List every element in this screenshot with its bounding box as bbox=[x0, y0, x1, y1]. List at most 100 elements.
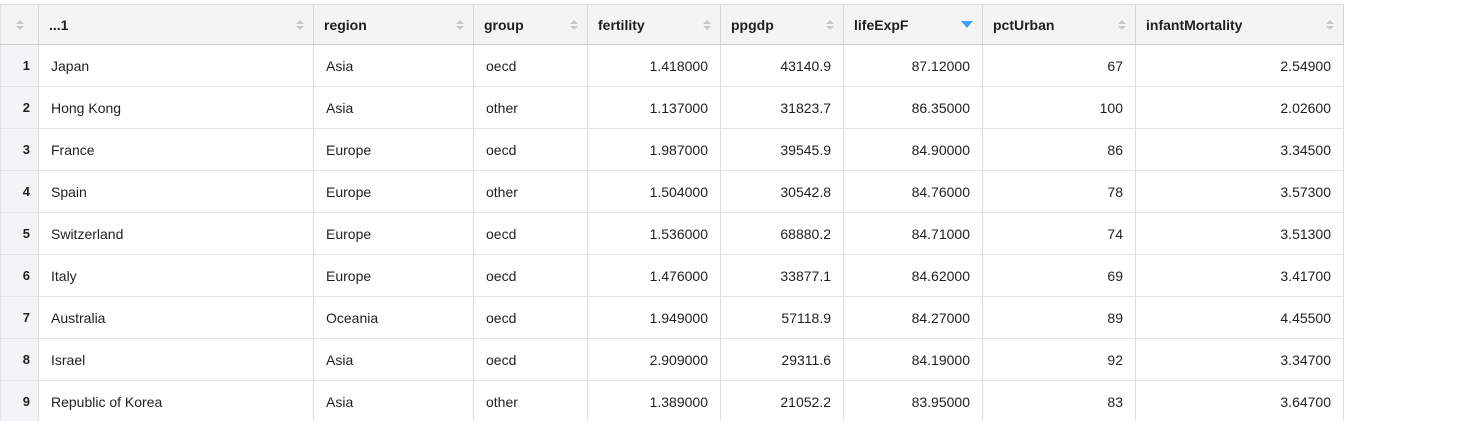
cell-pctUrban: 100 bbox=[982, 86, 1136, 129]
data-viewer: ...1 region group bbox=[0, 4, 1458, 421]
cell-ppgdp: 68880.2 bbox=[720, 212, 844, 255]
data-table: ...1 region group bbox=[0, 4, 1344, 421]
cell-name: Spain bbox=[38, 170, 314, 213]
column-header-name[interactable]: ...1 bbox=[38, 4, 314, 45]
cell-lifeExpF: 87.12000 bbox=[843, 44, 983, 87]
cell-ppgdp: 30542.8 bbox=[720, 170, 844, 213]
cell-infantMortality: 2.54900 bbox=[1135, 44, 1344, 87]
cell-lifeExpF: 84.90000 bbox=[843, 128, 983, 171]
cell-region: Europe bbox=[313, 212, 474, 255]
table-row: 9 Republic of Korea Asia other 1.389000 21052… bbox=[0, 380, 1344, 421]
sort-desc-icon bbox=[961, 21, 973, 28]
cell-fertility: 1.389000 bbox=[587, 380, 721, 421]
cell-group: oecd bbox=[473, 212, 588, 255]
cell-region: Asia bbox=[313, 380, 474, 421]
cell-pctUrban: 78 bbox=[982, 170, 1136, 213]
table-row: 4 Spain Europe other 1.504000 30542.8 84.76000… bbox=[0, 170, 1344, 213]
cell-infantMortality: 3.34500 bbox=[1135, 128, 1344, 171]
cell-fertility: 1.987000 bbox=[587, 128, 721, 171]
column-header-infantMortality[interactable]: infantMortality bbox=[1135, 4, 1344, 45]
table-row: 1 Japan Asia oecd 1.418000 43140.9 87.12000 67 2… bbox=[0, 44, 1344, 87]
header-row: ...1 region group bbox=[0, 4, 1344, 45]
cell-region: Oceania bbox=[313, 296, 474, 339]
column-header-ppgdp[interactable]: ppgdp bbox=[720, 4, 844, 45]
cell-name: Italy bbox=[38, 254, 314, 297]
cell-infantMortality: 4.45500 bbox=[1135, 296, 1344, 339]
cell-infantMortality: 3.64700 bbox=[1135, 380, 1344, 421]
cell-fertility: 1.949000 bbox=[587, 296, 721, 339]
cell-fertility: 1.418000 bbox=[587, 44, 721, 87]
cell-ppgdp: 39545.9 bbox=[720, 128, 844, 171]
row-number: 8 bbox=[0, 338, 39, 381]
row-number: 5 bbox=[0, 212, 39, 255]
cell-fertility: 1.536000 bbox=[587, 212, 721, 255]
cell-infantMortality: 3.41700 bbox=[1135, 254, 1344, 297]
cell-ppgdp: 21052.2 bbox=[720, 380, 844, 421]
cell-name: Australia bbox=[38, 296, 314, 339]
cell-fertility: 1.504000 bbox=[587, 170, 721, 213]
cell-lifeExpF: 84.27000 bbox=[843, 296, 983, 339]
cell-group: other bbox=[473, 380, 588, 421]
cell-name: Republic of Korea bbox=[38, 380, 314, 421]
column-header-label: fertility bbox=[598, 16, 645, 33]
cell-name: Japan bbox=[38, 44, 314, 87]
cell-group: oecd bbox=[473, 44, 588, 87]
cell-lifeExpF: 84.62000 bbox=[843, 254, 983, 297]
cell-pctUrban: 86 bbox=[982, 128, 1136, 171]
cell-name: Switzerland bbox=[38, 212, 314, 255]
column-header-group[interactable]: group bbox=[473, 4, 588, 45]
cell-lifeExpF: 86.35000 bbox=[843, 86, 983, 129]
row-number-header[interactable] bbox=[0, 4, 39, 45]
table-row: 7 Australia Oceania oecd 1.949000 57118.9 84.2… bbox=[0, 296, 1344, 339]
row-number: 6 bbox=[0, 254, 39, 297]
sort-toggle-icon bbox=[570, 19, 578, 30]
column-header-label: ...1 bbox=[49, 16, 69, 33]
sort-toggle-icon bbox=[456, 19, 464, 30]
column-header-label: infantMortality bbox=[1146, 16, 1243, 33]
cell-name: Israel bbox=[38, 338, 314, 381]
sort-toggle-icon bbox=[826, 19, 834, 30]
cell-lifeExpF: 84.19000 bbox=[843, 338, 983, 381]
column-header-label: region bbox=[324, 16, 367, 33]
column-header-label: pctUrban bbox=[993, 16, 1055, 33]
cell-pctUrban: 67 bbox=[982, 44, 1136, 87]
table-row: 2 Hong Kong Asia other 1.137000 31823.7 86.350… bbox=[0, 86, 1344, 129]
cell-infantMortality: 3.51300 bbox=[1135, 212, 1344, 255]
cell-region: Europe bbox=[313, 170, 474, 213]
column-header-lifeExpF[interactable]: lifeExpF bbox=[843, 4, 983, 45]
column-header-region[interactable]: region bbox=[313, 4, 474, 45]
cell-group: oecd bbox=[473, 128, 588, 171]
row-number: 2 bbox=[0, 86, 39, 129]
cell-fertility: 1.476000 bbox=[587, 254, 721, 297]
row-number: 9 bbox=[0, 380, 39, 421]
cell-fertility: 2.909000 bbox=[587, 338, 721, 381]
cell-lifeExpF: 84.76000 bbox=[843, 170, 983, 213]
row-number: 7 bbox=[0, 296, 39, 339]
column-header-pctUrban[interactable]: pctUrban bbox=[982, 4, 1136, 45]
column-header-label: lifeExpF bbox=[854, 16, 909, 33]
cell-lifeExpF: 84.71000 bbox=[843, 212, 983, 255]
table-row: 3 France Europe oecd 1.987000 39545.9 84.90000… bbox=[0, 128, 1344, 171]
cell-ppgdp: 57118.9 bbox=[720, 296, 844, 339]
cell-ppgdp: 29311.6 bbox=[720, 338, 844, 381]
cell-pctUrban: 83 bbox=[982, 380, 1136, 421]
column-header-fertility[interactable]: fertility bbox=[587, 4, 721, 45]
cell-pctUrban: 74 bbox=[982, 212, 1136, 255]
row-number: 4 bbox=[0, 170, 39, 213]
cell-region: Asia bbox=[313, 44, 474, 87]
cell-pctUrban: 89 bbox=[982, 296, 1136, 339]
table-row: 8 Israel Asia oecd 2.909000 29311.6 84.19000 92… bbox=[0, 338, 1344, 381]
cell-region: Asia bbox=[313, 338, 474, 381]
sort-toggle-icon bbox=[1326, 19, 1334, 30]
cell-region: Asia bbox=[313, 86, 474, 129]
cell-ppgdp: 33877.1 bbox=[720, 254, 844, 297]
table-row: 5 Switzerland Europe oecd 1.536000 68880.2 84.… bbox=[0, 212, 1344, 255]
cell-ppgdp: 43140.9 bbox=[720, 44, 844, 87]
cell-group: other bbox=[473, 86, 588, 129]
cell-name: France bbox=[38, 128, 314, 171]
cell-group: oecd bbox=[473, 254, 588, 297]
cell-group: oecd bbox=[473, 296, 588, 339]
column-header-label: ppgdp bbox=[731, 16, 774, 33]
sort-toggle-icon bbox=[15, 19, 24, 30]
cell-group: other bbox=[473, 170, 588, 213]
